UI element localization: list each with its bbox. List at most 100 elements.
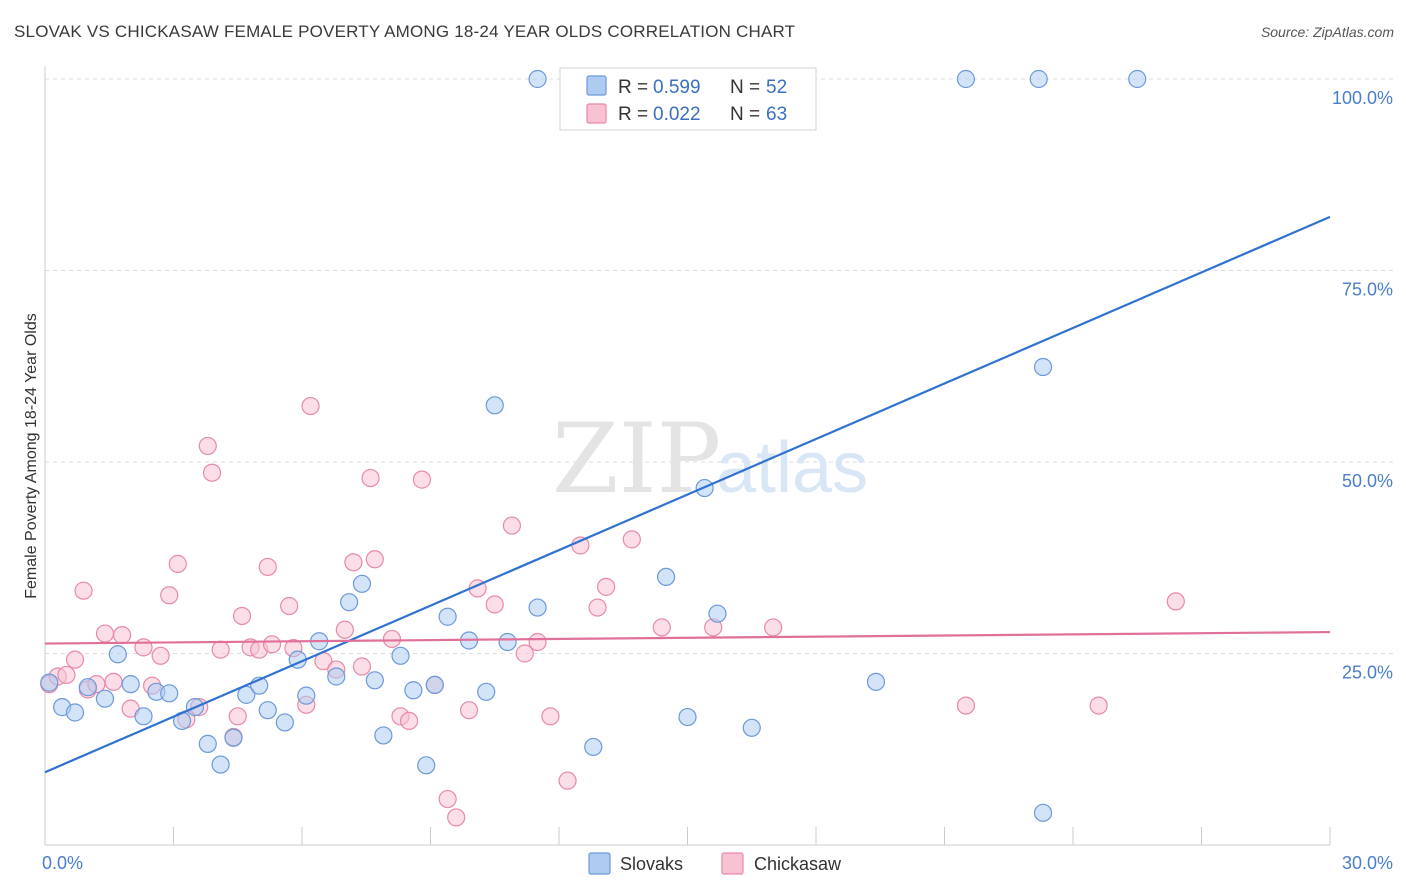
chickasaw-point [344,553,363,572]
y-tick-label: 100.0% [1332,88,1393,108]
chickasaw-point [258,557,277,577]
chickasaw-point [412,470,432,489]
grid-lines [45,78,1395,654]
slovaks-point [528,598,547,617]
legend-r-value-chickasaw: 0.022 [653,104,701,125]
y-tick-label: 50.0% [1342,471,1393,491]
chart-title: SLOVAK VS CHICKASAW FEMALE POVERTY AMONG… [14,22,796,41]
slovaks-point [258,701,277,720]
chickasaw-point [515,644,534,663]
slovaks-point [584,737,603,757]
chickasaw-point [95,624,115,643]
chickasaw-point [262,635,282,654]
slovaks-point [1029,69,1048,89]
watermark-atlas: atlas [716,428,868,508]
slovaks-point [1033,357,1053,377]
bottom-legend-slovaks: Slovaks [620,854,683,874]
x-tick-label: 0.0% [42,853,83,873]
slovaks-point [498,632,517,652]
slovaks-point [708,604,727,623]
x-tick-label: 30.0% [1342,853,1393,873]
chickasaw-point [622,530,641,549]
chickasaw-point [168,554,187,573]
chickasaw-point [160,586,179,605]
slovaks-point [95,689,115,708]
chickasaw-point [1089,696,1108,715]
slovaks-point [40,673,59,692]
slovaks-point [65,703,85,722]
slovaks-point [656,567,676,587]
slovaks-point [160,684,179,703]
chickasaw-point [571,536,590,555]
chickasaw-point [438,789,457,809]
chickasaw-point [541,707,560,726]
slovaks-point [485,396,504,415]
chickasaw-point [588,598,607,617]
chickasaw-point [112,626,132,645]
slovaks-point [678,707,697,727]
chickasaw-point [652,618,671,637]
bottom-legend: Slovaks Chickasaw [588,852,842,875]
chickasaw-point [764,618,783,637]
slovaks-point [391,646,410,665]
chickasaw-point [447,808,466,827]
legend-n-label-chickasaw: N = [730,104,760,125]
slovaks-point [327,667,346,686]
watermark-zip: ZIP [552,403,721,515]
chickasaw-point [198,436,217,456]
chickasaw-point [57,665,76,685]
bottom-legend-chickasaw: Chickasaw [754,854,842,874]
chickasaw-point [1166,592,1185,611]
slovaks-point [134,707,153,726]
y-tick-label: 25.0% [1342,663,1393,683]
slovaks-point [224,728,243,747]
slovaks-trend-line [44,215,1331,774]
slovaks-point [121,675,140,694]
legend-r-label-chickasaw: R = [618,104,648,125]
chickasaw-point [352,657,372,676]
slovaks-point [297,686,316,705]
chickasaw-point [280,596,299,616]
slovaks-point [477,682,496,701]
legend-r-value-slovaks: 0.599 [653,77,701,98]
legend-n-label-slovaks: N = [730,77,760,98]
bottom-legend-swatch-chickasaw [721,852,744,875]
chickasaw-point [502,516,521,535]
slovaks-point [78,678,97,697]
chickasaw-point [399,711,419,731]
chickasaw-point [151,646,170,665]
chickasaw-point [228,707,247,726]
slovaks-point [365,671,384,690]
legend-swatch-chickasaw [586,103,607,124]
slovaks-point [374,726,393,745]
slovaks-point [211,755,230,774]
chickasaw-point [232,606,252,626]
x-tick-labels: 0.0% 30.0% [42,853,1393,873]
bottom-legend-swatch-slovaks [588,852,611,875]
slovaks-point [340,593,359,612]
chickasaw-point [65,650,85,669]
slovaks-point [417,756,436,775]
slovaks-point [742,718,761,737]
legend-n-value-chickasaw: 63 [766,104,787,125]
chickasaw-point [74,581,93,600]
chickasaw-trend-line [44,630,1331,645]
slovaks-point [866,672,886,691]
chickasaw-point [597,577,616,596]
chickasaw-point [485,595,504,614]
chickasaw-point [134,638,153,657]
legend-r-label-slovaks: R = [618,77,648,98]
slovaks-point [275,713,294,732]
slovaks-point [438,607,457,626]
legend-swatch-slovaks [586,75,607,96]
chickasaw-point [528,632,547,652]
y-tick-label: 75.0% [1342,280,1393,300]
chickasaw-point [211,640,230,659]
chickasaw-point [382,629,402,649]
y-tick-labels: 25.0% 50.0% 75.0% 100.0% [1332,88,1393,683]
chickasaw-point [558,771,577,790]
slovaks-point [1128,69,1147,89]
y-axis-label: Female Poverty Among 18-24 Year Olds [23,313,40,599]
legend: R = 0.599 N = 52 R = 0.022 N = 63 [559,67,817,131]
